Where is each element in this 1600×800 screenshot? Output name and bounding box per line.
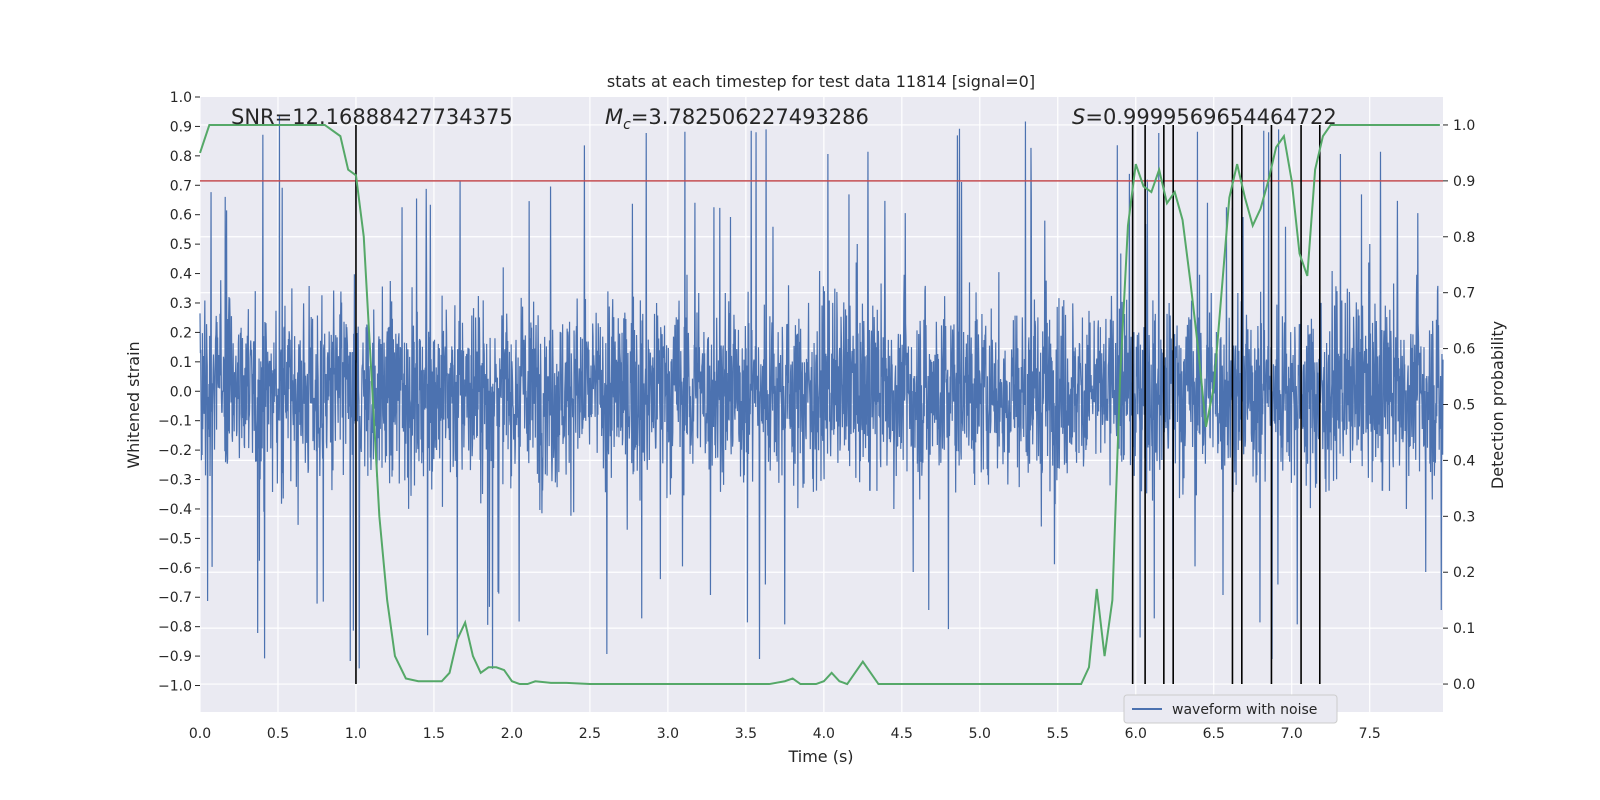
y-right-tick-label: 0.8	[1453, 230, 1475, 246]
y-tick-label: 0.1	[170, 355, 192, 371]
y-axis-label: Whitened strain	[124, 341, 143, 468]
chirp-mass-symbol: M	[605, 105, 623, 129]
y-right-axis-label: Detection probability	[1488, 321, 1507, 489]
x-tick-label: 6.5	[1203, 726, 1225, 742]
x-axis-label: Time (s)	[787, 747, 853, 766]
y-tick-label: 0.2	[170, 325, 192, 341]
y-tick-label: −0.4	[158, 502, 192, 518]
waveform-series	[199, 115, 1444, 669]
chirp-mass-value: =3.782506227493286	[631, 105, 869, 129]
probability-series	[199, 123, 1440, 686]
x-tick-label: 4.0	[813, 726, 835, 742]
x-tick-label: 1.5	[423, 726, 445, 742]
y-tick-label: −1.0	[158, 679, 192, 695]
x-tick-label: 6.0	[1125, 726, 1147, 742]
y-tick-label: 0.0	[170, 384, 192, 400]
y-right-tick-label: 0.3	[1453, 509, 1475, 525]
chirp-mass-subscript: c	[623, 117, 631, 133]
x-tick-label: 2.0	[501, 726, 523, 742]
y-right-tick-label: 0.1	[1453, 621, 1475, 637]
y-tick-label: 0.7	[170, 178, 192, 194]
y-tick-label: 0.3	[170, 296, 192, 312]
x-tick-label: 5.5	[1047, 726, 1069, 742]
y-right-tick-label: 0.4	[1453, 453, 1475, 469]
y-tick-label: 1.0	[170, 90, 192, 106]
legend-box	[1123, 694, 1338, 724]
y-tick-label: 0.4	[170, 267, 192, 283]
x-tick-label: 0.5	[267, 726, 289, 742]
x-tick-label: 3.0	[657, 726, 679, 742]
x-tick-labels: 0.0 0.5 1.0 1.5 2.0 2.5 3.0 3.5 4.0 4.5 5.0 5.5 6.0 6…	[189, 726, 1381, 742]
y-tick-label: −0.2	[158, 443, 192, 459]
y-tick-label: −0.1	[158, 414, 192, 430]
y-right-tick-label: 0.7	[1453, 286, 1475, 302]
y-tick-label: 0.5	[170, 237, 192, 253]
y-tick-label: −0.9	[158, 649, 192, 665]
x-tick-label: 7.5	[1359, 726, 1381, 742]
score-symbol: S	[1072, 105, 1085, 129]
x-tick-label: 0.0	[189, 726, 211, 742]
x-tick-label: 1.0	[345, 726, 367, 742]
y-tick-label: 0.8	[170, 149, 192, 165]
x-tick-label: 3.5	[735, 726, 757, 742]
y-tick-label: −0.8	[158, 620, 192, 636]
y-tick-label: 0.9	[170, 119, 192, 135]
x-tick-label: 5.0	[969, 726, 991, 742]
y-right-tick-label: 0.2	[1453, 565, 1475, 581]
score-value: =0.9999569654464722	[1085, 105, 1336, 129]
y-right-tick-labels: 1.0 0.9 0.8 0.7 0.6 0.5 0.4 0.3 0.2 0.1 0.0	[1443, 118, 1475, 693]
y-tick-label: −0.3	[158, 473, 192, 489]
y-tick-labels: 1.0 0.9 0.8 0.7 0.6 0.5 0.4 0.3 0.2 0.1 0.0 −0.1 −0.…	[158, 90, 200, 695]
y-right-tick-label: 0.5	[1453, 398, 1475, 414]
legend: waveform with noise	[1123, 694, 1338, 724]
chart-title: stats at each timestep for test data 118…	[607, 72, 1035, 91]
waveform-line	[199, 115, 1444, 669]
x-tick-label: 2.5	[579, 726, 601, 742]
y-right-tick-label: 0.6	[1453, 342, 1475, 358]
y-right-tick-label: 1.0	[1453, 118, 1475, 134]
y-tick-label: −0.6	[158, 561, 192, 577]
x-tick-label: 7.0	[1281, 726, 1303, 742]
snr-annotation: SNR=12.16888427734375	[231, 105, 513, 129]
y-tick-label: −0.7	[158, 590, 192, 606]
legend-label-waveform: waveform with noise	[1172, 702, 1317, 718]
y-right-tick-label: 0.0	[1453, 677, 1475, 693]
probability-line	[199, 123, 1440, 686]
vertical-markers	[355, 124, 1321, 685]
y-tick-label: 0.6	[170, 208, 192, 224]
y-right-tick-label: 0.9	[1453, 174, 1475, 190]
y-tick-label: −0.5	[158, 531, 192, 547]
score-annotation: S=0.9999569654464722	[1072, 105, 1337, 129]
x-tick-label: 4.5	[891, 726, 913, 742]
chirp-mass-annotation: Mc=3.782506227493286	[605, 105, 869, 133]
